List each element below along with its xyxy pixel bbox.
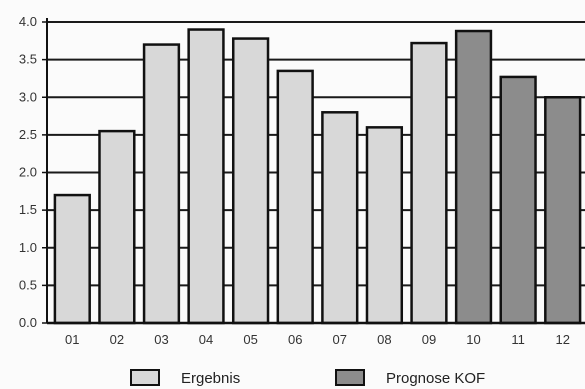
x-tick-label: 09 xyxy=(422,332,436,347)
legend-label-ergebnis: Ergebnis xyxy=(181,370,240,387)
y-tick-label: 4.0 xyxy=(19,14,37,29)
legend: Ergebnis Prognose KOF xyxy=(130,369,485,387)
x-tick-label: 08 xyxy=(377,332,391,347)
gridlines xyxy=(47,21,585,287)
y-axis-tick-labels: 0.0 0.5 1.0 1.5 2.0 2.5 3.0 3.5 4.0 xyxy=(19,14,37,330)
y-tick-label: 2.5 xyxy=(19,127,37,142)
bar-06 xyxy=(276,69,314,325)
bar-01 xyxy=(53,193,91,325)
bar-07 xyxy=(321,111,359,325)
legend-swatch-ergebnis xyxy=(130,369,160,386)
bar-09 xyxy=(410,41,448,325)
bar-02 xyxy=(98,129,136,325)
y-tick-label: 1.5 xyxy=(19,202,37,217)
x-axis-tick-labels: 01 02 03 04 05 06 07 08 09 10 11 12 xyxy=(65,332,570,347)
y-tick-label: 1.0 xyxy=(19,240,37,255)
bar-10 xyxy=(454,29,493,325)
x-tick-label: 06 xyxy=(288,332,302,347)
bar-12 xyxy=(544,96,582,325)
legend-swatch-prognose-kof xyxy=(335,369,365,386)
x-tick-label: 01 xyxy=(65,332,79,347)
x-tick-label: 10 xyxy=(466,332,480,347)
bar-04 xyxy=(187,28,225,325)
bar-03 xyxy=(142,43,181,325)
axes xyxy=(42,18,585,325)
x-tick-label: 11 xyxy=(511,332,525,347)
y-tick-label: 0.5 xyxy=(19,277,37,292)
x-tick-label: 05 xyxy=(243,332,257,347)
y-tick-label: 2.0 xyxy=(19,165,37,180)
bar-08 xyxy=(365,126,404,325)
bar-05 xyxy=(231,37,270,325)
x-tick-label: 12 xyxy=(555,332,569,347)
x-tick-label: 04 xyxy=(199,332,213,347)
y-tick-label: 0.0 xyxy=(19,315,37,330)
x-tick-label: 03 xyxy=(154,332,168,347)
x-tick-label: 07 xyxy=(333,332,347,347)
y-tick-label: 3.5 xyxy=(19,52,37,67)
y-tick-label: 3.0 xyxy=(19,89,37,104)
bar-11 xyxy=(499,75,537,325)
bars xyxy=(53,28,582,325)
legend-label-prognose-kof: Prognose KOF xyxy=(386,370,485,387)
x-tick-label: 02 xyxy=(110,332,124,347)
